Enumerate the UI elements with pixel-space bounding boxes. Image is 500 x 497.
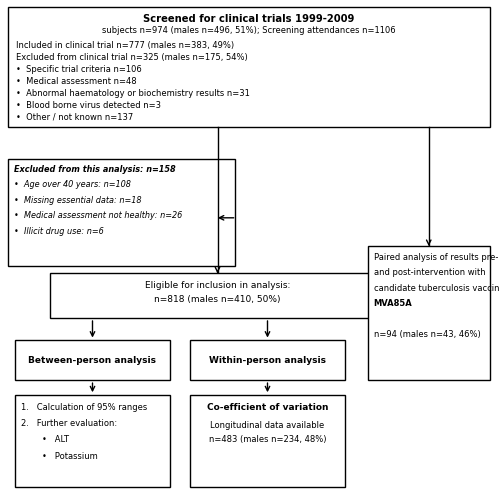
Text: Co-efficient of variation: Co-efficient of variation xyxy=(207,403,328,412)
Text: subjects n=974 (males n=496, 51%); Screening attendances n=1106: subjects n=974 (males n=496, 51%); Scree… xyxy=(102,26,396,35)
Text: •   Potassium: • Potassium xyxy=(21,452,98,461)
Text: Between-person analysis: Between-person analysis xyxy=(28,356,156,365)
Text: Within-person analysis: Within-person analysis xyxy=(209,356,326,365)
Bar xyxy=(15,340,170,380)
Text: •   ALT: • ALT xyxy=(21,435,69,444)
Text: 1.   Calculation of 95% ranges: 1. Calculation of 95% ranges xyxy=(21,403,147,412)
Text: Excluded from this analysis: n=158: Excluded from this analysis: n=158 xyxy=(14,165,176,174)
Bar xyxy=(190,340,345,380)
Text: •  Other / not known n=137: • Other / not known n=137 xyxy=(16,113,134,122)
Text: Screened for clinical trials 1999-2009: Screened for clinical trials 1999-2009 xyxy=(143,14,354,24)
Text: •  Blood borne virus detected n=3: • Blood borne virus detected n=3 xyxy=(16,101,162,110)
Text: •  Specific trial criteria n=106: • Specific trial criteria n=106 xyxy=(16,65,142,74)
Bar xyxy=(8,159,235,266)
Text: •  Abnormal haematology or biochemistry results n=31: • Abnormal haematology or biochemistry r… xyxy=(16,89,250,98)
Bar xyxy=(190,395,345,487)
Text: •  Missing essential data: n=18: • Missing essential data: n=18 xyxy=(14,196,142,205)
Bar xyxy=(8,7,490,127)
Text: •  Medical assessment not healthy: n=26: • Medical assessment not healthy: n=26 xyxy=(14,211,183,220)
Text: •  Age over 40 years: n=108: • Age over 40 years: n=108 xyxy=(14,180,132,189)
Text: n=94 (males n=43, 46%): n=94 (males n=43, 46%) xyxy=(374,330,480,339)
Bar xyxy=(50,273,385,318)
Text: n=818 (males n=410, 50%): n=818 (males n=410, 50%) xyxy=(154,295,281,304)
Text: and post-intervention with: and post-intervention with xyxy=(374,268,485,277)
Text: candidate tuberculosis vaccine,: candidate tuberculosis vaccine, xyxy=(374,284,500,293)
Text: Excluded from clinical trial n=325 (males n=175, 54%): Excluded from clinical trial n=325 (male… xyxy=(16,53,248,62)
Bar xyxy=(368,246,490,380)
Text: •  Medical assessment n=48: • Medical assessment n=48 xyxy=(16,77,137,86)
Bar xyxy=(15,395,170,487)
Text: n=483 (males n=234, 48%): n=483 (males n=234, 48%) xyxy=(209,435,326,444)
Text: Included in clinical trial n=777 (males n=383, 49%): Included in clinical trial n=777 (males … xyxy=(16,41,234,50)
Text: Paired analysis of results pre-: Paired analysis of results pre- xyxy=(374,253,498,262)
Text: •  Illicit drug use: n=6: • Illicit drug use: n=6 xyxy=(14,227,104,236)
Text: Eligible for inclusion in analysis:: Eligible for inclusion in analysis: xyxy=(145,281,290,290)
Text: Longitudinal data available: Longitudinal data available xyxy=(210,421,324,430)
Text: MVA85A: MVA85A xyxy=(374,299,412,308)
Text: 2.   Further evaluation:: 2. Further evaluation: xyxy=(21,419,117,428)
